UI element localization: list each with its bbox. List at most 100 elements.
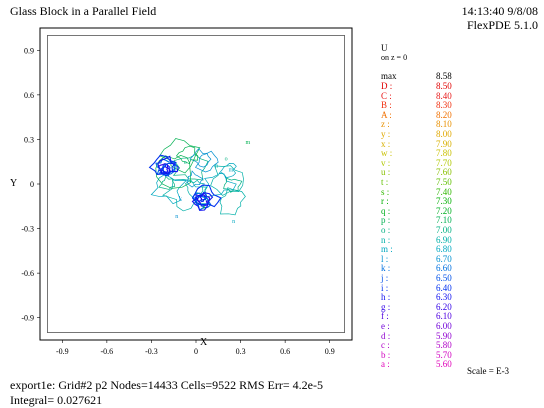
legend-key: m : — [381, 244, 393, 255]
legend-subtitle: on z = 0 — [381, 53, 408, 62]
hotspot-contour — [191, 192, 214, 211]
legend-value: 6.20 — [436, 301, 452, 312]
legend-key: w : — [381, 148, 393, 159]
contour-line — [219, 187, 246, 216]
legend-key: A : — [381, 109, 392, 120]
plot-title: Glass Block in a Parallel Field — [10, 4, 157, 18]
legend-value: 7.20 — [436, 205, 452, 216]
x-tick-label: 0.3 — [236, 347, 246, 356]
x-tick-label: 0 — [194, 347, 198, 356]
legend-key: l : — [381, 253, 389, 264]
hotspot-contour — [191, 184, 222, 208]
y-tick-label: -0.6 — [21, 269, 34, 278]
legend-value: 5.60 — [436, 359, 452, 370]
legend-key: a : — [381, 359, 390, 370]
legend-key: j : — [381, 273, 389, 283]
legend-variable: U — [381, 43, 388, 53]
legend-value: 6.50 — [436, 273, 452, 283]
legend-value: 6.80 — [436, 244, 452, 255]
y-tick-label: 0 — [30, 180, 34, 189]
legend-max-label: max — [381, 71, 397, 81]
contour-label: n — [215, 164, 218, 170]
legend-key: e : — [381, 321, 390, 331]
contour-label: m — [245, 140, 250, 146]
legend-key: p : — [381, 215, 391, 226]
legend-key: o : — [381, 225, 391, 235]
legend-key: b : — [381, 349, 391, 360]
legend-value: 8.50 — [436, 81, 452, 91]
legend-key: y : — [381, 129, 391, 139]
legend-max-value: 8.58 — [436, 71, 452, 81]
contour-label: l — [176, 165, 178, 171]
contour-label: k — [179, 196, 182, 202]
legend-value: 7.60 — [436, 167, 452, 178]
legend-key: q : — [381, 205, 391, 216]
hotspot-contour — [194, 191, 210, 208]
y-tick-label: 0.3 — [24, 135, 34, 144]
legend-value: 8.40 — [436, 90, 452, 101]
footer-integral: Integral= 0.027621 — [10, 393, 103, 407]
legend-scale-note: Scale = E-3 — [467, 366, 510, 376]
legend-value: 5.90 — [436, 330, 452, 341]
legend-value: 7.50 — [436, 177, 452, 187]
legend-value: 6.30 — [436, 292, 452, 303]
hotspot-contour — [148, 154, 177, 177]
legend-value: 6.60 — [436, 263, 452, 274]
plot-frame — [39, 27, 353, 341]
legend-key: r : — [381, 196, 389, 207]
hotspot-contour — [155, 158, 176, 176]
legend-value: 8.10 — [436, 119, 452, 130]
legend-value: 5.70 — [436, 349, 452, 360]
contour-label: n — [232, 219, 235, 225]
legend-value: 7.90 — [436, 138, 452, 149]
timestamp: 14:13:40 9/8/08 — [461, 4, 538, 18]
contour-line — [210, 165, 244, 196]
legend-value: 6.70 — [436, 253, 452, 264]
contour-label: o — [225, 157, 228, 163]
contour-label: m — [229, 167, 234, 173]
contour-line — [158, 175, 176, 190]
legend-key: h : — [381, 292, 391, 303]
legend-value: 6.90 — [436, 234, 452, 245]
legend-value: 8.00 — [436, 129, 452, 139]
x-axis-label: X — [200, 337, 208, 348]
y-axis-label: Y — [10, 178, 18, 189]
legend-value: 7.00 — [436, 225, 452, 235]
contour-line — [186, 170, 204, 188]
legend-value: 6.00 — [436, 321, 452, 331]
legend-key: x : — [381, 138, 391, 149]
contour-line — [218, 163, 237, 179]
contour-line — [155, 155, 191, 189]
legend-value: 8.20 — [436, 109, 452, 120]
legend-key: v : — [381, 157, 391, 168]
contour-line — [172, 154, 209, 181]
legend-key: n : — [381, 234, 391, 245]
footer-stats: export1e: Grid#2 p2 Nodes=14433 Cells=95… — [10, 378, 323, 392]
y-tick-label: -0.9 — [21, 314, 34, 323]
legend-value: 7.40 — [436, 186, 452, 197]
legend-key: i : — [381, 282, 389, 293]
legend-value: 6.40 — [436, 282, 452, 293]
legend-key: f : — [381, 311, 389, 322]
x-tick-label: 0.6 — [280, 347, 290, 356]
contour-line — [189, 148, 212, 168]
legend-value: 6.10 — [436, 311, 452, 322]
contour-line — [175, 145, 199, 165]
legend-key: z : — [381, 119, 390, 130]
legend-key: g : — [381, 301, 391, 312]
legend-key: k : — [381, 263, 391, 274]
contour-label: n — [202, 205, 205, 211]
x-tick-label: -0.6 — [101, 347, 114, 356]
legend-value: 8.30 — [436, 100, 452, 111]
contour-line — [204, 172, 237, 197]
y-tick-label: -0.3 — [21, 225, 34, 234]
legend-key: c : — [381, 340, 390, 351]
contour-line — [194, 150, 219, 173]
hotspot-contour — [195, 193, 211, 207]
x-tick-label: -0.3 — [145, 347, 158, 356]
legend-key: u : — [381, 167, 391, 178]
contour-label: n — [175, 214, 178, 220]
legend-value: 7.80 — [436, 148, 452, 159]
legend-key: s : — [381, 186, 390, 197]
